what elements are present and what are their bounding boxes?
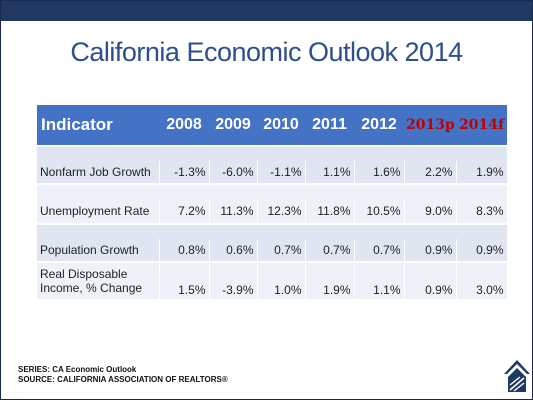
table-cell: 0.9% [404,239,457,263]
table-cell: 10.5% [354,199,405,225]
table-cell: -6.0% [209,161,258,185]
indicator-table: Indicator 2008 2009 2010 2011 2012 2013p… [37,105,508,301]
table-cell: 8.3% [456,199,508,225]
table-cell: 0.9% [404,262,457,301]
table-cell: -1.3% [159,161,210,185]
table-cell: 0.8% [159,239,210,263]
table-cell: 12.3% [257,199,306,225]
table-row: Nonfarm Job Growth -1.3% -6.0% -1.1% 1.1… [37,161,508,185]
header-2011: 2011 [305,105,354,147]
table-cell: 9.0% [404,199,457,225]
table-row: Real Disposable Income, % Change 1.5% -3… [37,262,508,301]
table-cell: 1.6% [354,161,405,185]
table-cell: 1.9% [305,262,355,301]
header-indicator: Indicator [37,105,159,147]
source-footer: SERIES: CA Economic Outlook SOURCE: CALI… [18,365,228,385]
row-label: Population Growth [37,239,160,263]
header-2008: 2008 [159,105,209,147]
table-cell: 7.2% [159,199,210,225]
table-cell: 2.2% [404,161,457,185]
table-cell: 1.9% [456,161,508,185]
car-logo-icon [504,360,530,394]
table-spacer [37,184,508,199]
row-label: Real Disposable Income, % Change [37,262,160,301]
header-2012: 2012 [354,105,404,147]
header-2010: 2010 [257,105,305,147]
table-cell: 0.7% [305,239,355,263]
table-cell: 3.0% [456,262,508,301]
row-label: Nonfarm Job Growth [37,161,160,185]
table-cell: 1.5% [159,262,210,301]
table-cell: 11.3% [209,199,258,225]
table-cell: 0.9% [456,239,508,263]
table-row: Population Growth 0.8% 0.6% 0.7% 0.7% 0.… [37,239,508,263]
table-cell: 0.7% [354,239,405,263]
table-cell: 11.8% [305,199,355,225]
table-spacer [37,146,508,161]
table-spacer [37,224,508,239]
series-line: SERIES: CA Economic Outlook [18,365,137,374]
row-label: Unemployment Rate [37,199,160,225]
table-cell: 1.1% [305,161,355,185]
header-2014f: 2014f [456,105,507,147]
table-cell: -3.9% [209,262,258,301]
table-cell: -1.1% [257,161,306,185]
slide-title: California Economic Outlook 2014 [70,37,463,67]
table-cell: 0.6% [209,239,258,263]
top-banner [1,1,532,21]
header-2009: 2009 [209,105,257,147]
header-2013p: 2013p [404,105,456,147]
source-line: SOURCE: CALIFORNIA ASSOCIATION OF REALTO… [18,375,228,384]
table-header-row: Indicator 2008 2009 2010 2011 2012 2013p… [37,105,507,147]
table-row: Unemployment Rate 7.2% 11.3% 12.3% 11.8%… [37,199,508,225]
table-cell: 1.1% [354,262,405,301]
table-cell: 0.7% [257,239,306,263]
table-cell: 1.0% [257,262,306,301]
